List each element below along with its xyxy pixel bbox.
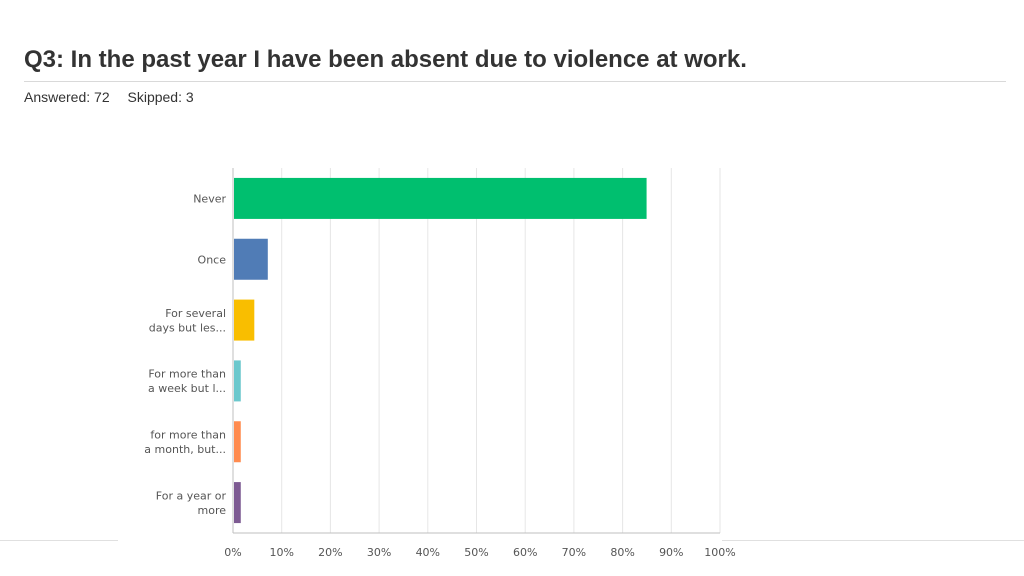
x-tick-label: 50% bbox=[464, 546, 488, 559]
category-label: a week but l... bbox=[148, 382, 226, 395]
x-tick-label: 80% bbox=[610, 546, 634, 559]
bar bbox=[234, 421, 241, 463]
skipped-count: Skipped: 3 bbox=[127, 89, 194, 105]
x-tick-label: 70% bbox=[562, 546, 586, 559]
answered-count: Answered: 72 bbox=[24, 89, 110, 105]
x-tick-label: 60% bbox=[513, 546, 537, 559]
bar bbox=[234, 177, 647, 219]
x-tick-label: 90% bbox=[659, 546, 683, 559]
category-label: For several bbox=[165, 307, 226, 320]
category-label: days but les... bbox=[149, 321, 226, 334]
x-tick-label: 10% bbox=[269, 546, 293, 559]
category-label: For a year or bbox=[156, 489, 227, 502]
footer-divider-right bbox=[722, 540, 1024, 541]
category-label: for more than bbox=[150, 429, 226, 442]
x-tick-label: 30% bbox=[367, 546, 391, 559]
bar bbox=[234, 299, 255, 341]
response-stats: Answered: 72 Skipped: 3 bbox=[24, 89, 194, 105]
footer-divider-left bbox=[0, 540, 118, 541]
category-label: more bbox=[198, 504, 227, 517]
category-label: For more than bbox=[148, 368, 226, 381]
category-label: Never bbox=[193, 192, 226, 205]
x-tick-label: 100% bbox=[704, 546, 735, 559]
x-tick-label: 20% bbox=[318, 546, 342, 559]
x-tick-label: 40% bbox=[416, 546, 440, 559]
category-label: Once bbox=[198, 253, 227, 266]
bar bbox=[234, 360, 241, 402]
question-title: Q3: In the past year I have been absent … bbox=[24, 46, 747, 73]
x-tick-label: 0% bbox=[224, 546, 241, 559]
title-divider bbox=[24, 81, 1006, 82]
category-label: a month, but... bbox=[144, 443, 226, 456]
bar bbox=[234, 238, 268, 280]
bar bbox=[234, 482, 241, 524]
